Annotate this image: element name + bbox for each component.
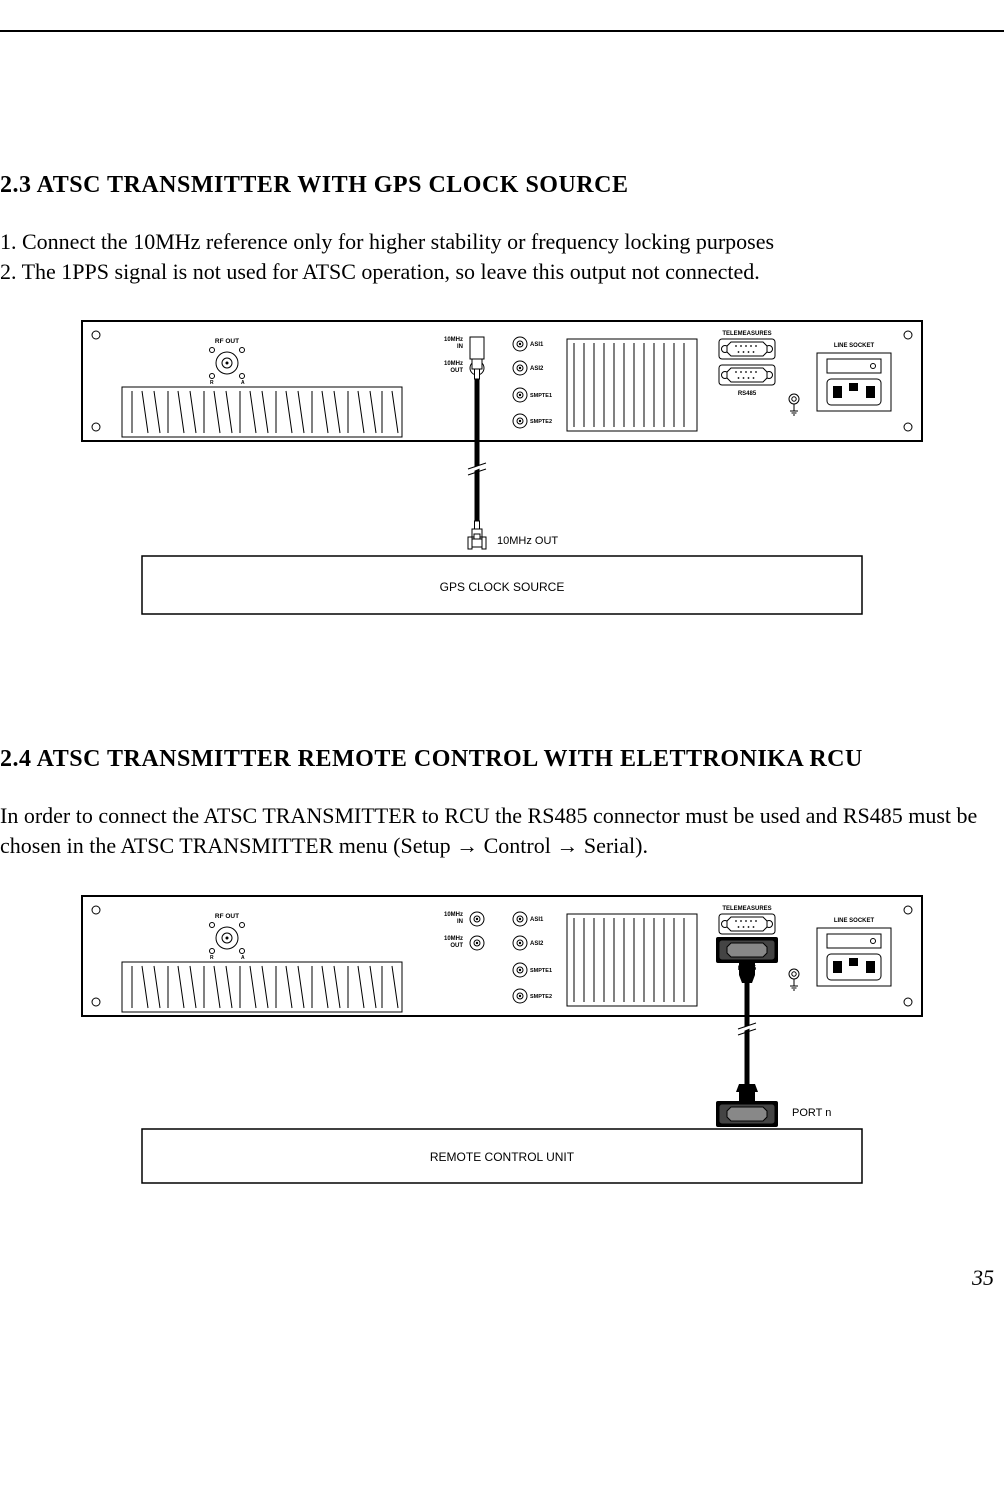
heading-2-3: 2.3 ATSC TRANSMITTER WITH GPS CLOCK SOUR… (0, 172, 1004, 199)
s23-line1: 1. Connect the 10MHz reference only for … (0, 229, 774, 254)
s24-d: Serial). (578, 833, 648, 858)
heading-2-4: 2.4 ATSC TRANSMITTER REMOTE CONTROL WITH… (0, 746, 1004, 773)
section-2-4-body: In order to connect the ATSC TRANSMITTER… (0, 801, 1004, 860)
rcu-box-label: REMOTE CONTROL UNIT (430, 1150, 575, 1164)
arrow1: → (456, 833, 478, 858)
gps-box-label: GPS CLOCK SOURCE (440, 580, 565, 594)
cable-label-10mhz: 10MHz OUT (497, 535, 558, 547)
arrow2: → (556, 833, 578, 858)
page-number: 35 (972, 1265, 994, 1291)
s24-c: Control (478, 833, 556, 858)
s24-a: In order to connect the ATSC TRANSMITTER… (0, 803, 903, 828)
section-2-3-body: 1. Connect the 10MHz reference only for … (0, 227, 1004, 286)
figure-gps-clock: RF OUT R A 10MHz (72, 316, 932, 626)
figure-rcu: PORT n REMOTE CONTROL UNIT (72, 891, 932, 1191)
cable-label-port: PORT n (792, 1107, 831, 1119)
s23-line2: 2. The 1PPS signal is not used for ATSC … (0, 259, 760, 284)
